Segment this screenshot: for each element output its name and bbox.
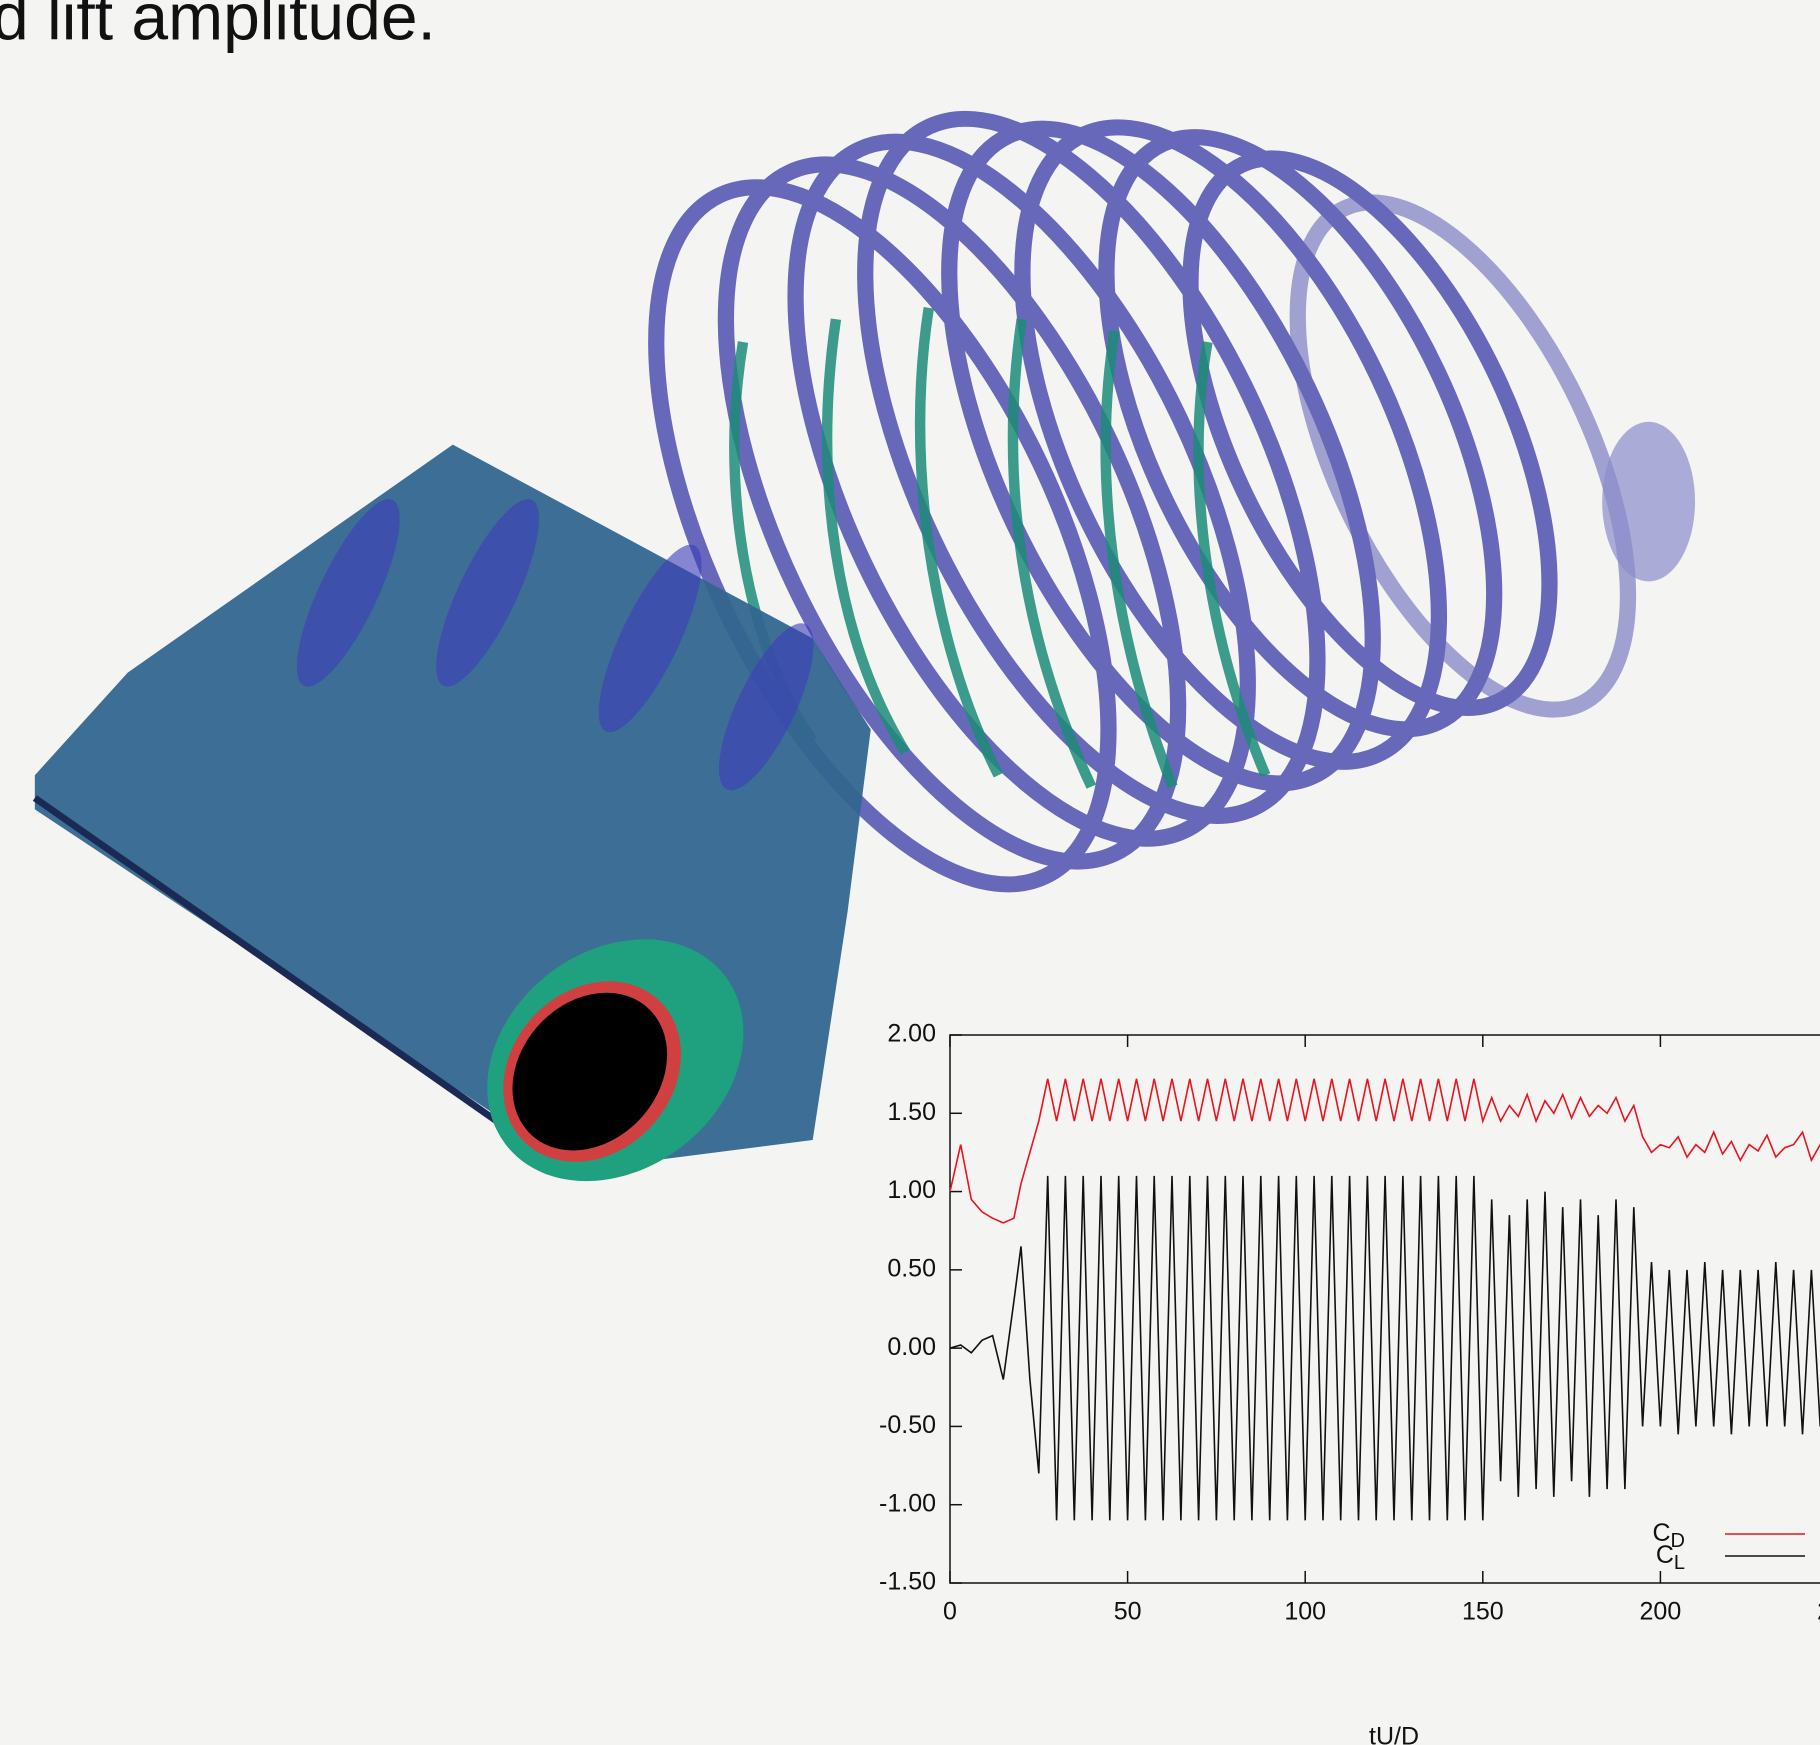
y-tick-label: -1.50 — [879, 1568, 936, 1596]
x-axis-label: tU/D — [1369, 1723, 1419, 1745]
y-tick-label: 0.00 — [887, 1333, 936, 1361]
y-tick-label: -0.50 — [879, 1411, 936, 1439]
x-tick-label: 100 — [1284, 1598, 1326, 1626]
x-tick-label: 50 — [1114, 1598, 1142, 1626]
series-line — [950, 1176, 1820, 1521]
slide-title: d lift amplitude. — [0, 0, 436, 53]
x-tick-label: 200 — [1640, 1598, 1682, 1626]
page: d lift amplitude. — [0, 0, 1820, 1745]
slide: d lift amplitude. — [0, 0, 1820, 1745]
wake-tube — [1602, 422, 1695, 582]
y-tick-label: 1.00 — [887, 1176, 936, 1204]
x-tick-label: 0 — [943, 1598, 957, 1626]
x-tick-label: 150 — [1462, 1598, 1504, 1626]
y-tick-label: 2.00 — [887, 1020, 936, 1048]
vortex-render — [35, 54, 1697, 1231]
y-tick-label: -1.00 — [879, 1489, 936, 1517]
y-tick-label: 0.50 — [887, 1254, 936, 1282]
y-tick-label: 1.50 — [887, 1098, 936, 1126]
